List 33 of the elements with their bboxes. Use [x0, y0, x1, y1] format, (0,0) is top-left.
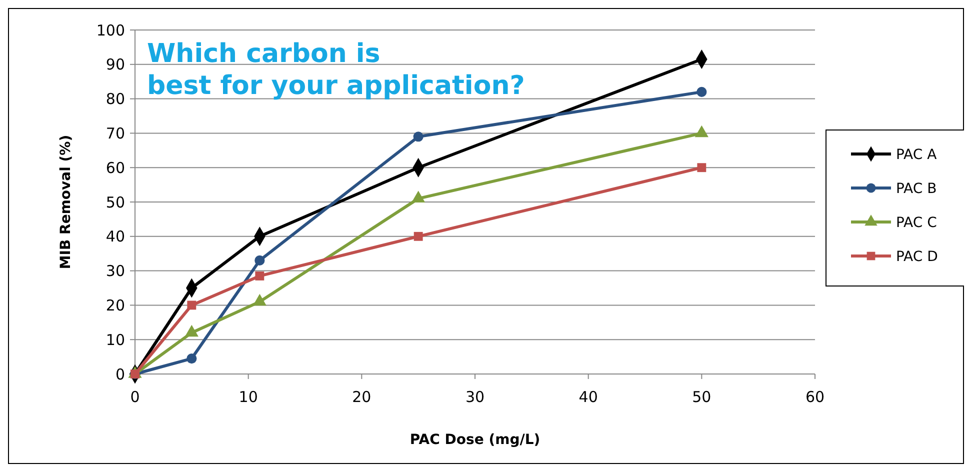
y-tick-label: 30 — [106, 262, 125, 280]
x-tick-label: 20 — [352, 388, 372, 406]
legend-label: PAC D — [896, 248, 938, 265]
point — [413, 132, 424, 142]
x-tick-label: 10 — [238, 388, 258, 406]
y-tick-label: 90 — [106, 56, 125, 74]
y-tick-label: 20 — [106, 296, 125, 314]
y-tick-label: 0 — [115, 365, 125, 384]
point — [255, 271, 264, 280]
x-tick-label: 0 — [130, 388, 140, 406]
x-tick-label: 60 — [805, 388, 825, 406]
x-tick-label: 40 — [578, 388, 598, 406]
y-tick-label: 50 — [106, 193, 125, 212]
y-tick-label: 80 — [106, 90, 125, 108]
y-tick-label: 70 — [106, 124, 125, 142]
x-tick-label: 30 — [465, 388, 485, 406]
x-axis-title: PAC Dose (mg/L) — [410, 432, 540, 448]
point — [254, 255, 265, 266]
annotation: Which carbon is best for your application? — [147, 39, 525, 101]
point — [186, 353, 197, 364]
x-tick-label: 50 — [692, 388, 712, 406]
point — [414, 232, 423, 241]
legend-label: PAC A — [896, 146, 938, 163]
legend-label: PAC C — [896, 214, 938, 231]
legend-label: PAC B — [896, 180, 937, 197]
point — [187, 300, 196, 310]
y-axis-title: MIB Removal (%) — [58, 134, 74, 270]
y-tick-label: 40 — [106, 228, 125, 246]
y-tick-label: 60 — [106, 158, 125, 177]
y-tick-label: 10 — [106, 330, 125, 349]
point — [696, 86, 707, 97]
y-tick-label: 100 — [96, 21, 125, 40]
point — [697, 163, 706, 172]
